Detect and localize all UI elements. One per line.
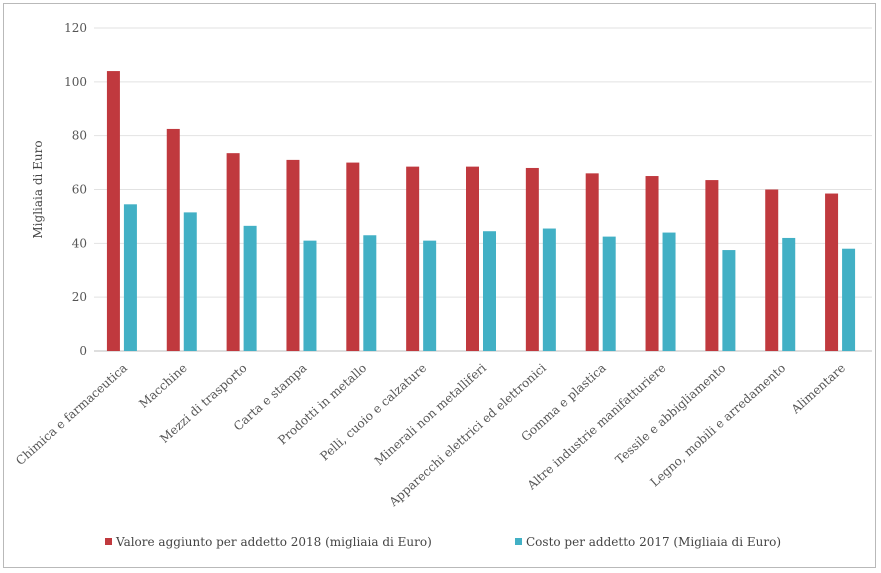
x-category-label: Pelli, cuoio e calzature xyxy=(317,361,429,464)
bar-valore-aggiunto-carta-e-stampa xyxy=(286,159,300,351)
bar-costo-per-addetto-altre-industrie-manifatturiere xyxy=(662,232,676,351)
bar-valore-aggiunto-chimica-e-farmaceutica xyxy=(106,71,120,352)
bar-valore-aggiunto-altre-industrie-manifatturiere xyxy=(645,176,659,351)
x-category-label: Alimentare xyxy=(788,361,848,417)
bar-costo-per-addetto-chimica-e-farmaceutica xyxy=(123,204,137,351)
y-tick-label: 0 xyxy=(79,344,87,358)
bar-valore-aggiunto-mezzi-di-trasporto xyxy=(226,153,240,351)
y-axis-ticks: 0 20 40 60 80 100 120 xyxy=(64,21,87,358)
bar-costo-per-addetto-prodotti-in-metallo xyxy=(363,235,377,351)
bar-valore-aggiunto-gomma-e-plastica xyxy=(585,173,599,351)
bar-costo-per-addetto-alimentare xyxy=(842,248,856,351)
bar-costo-per-addetto-tessile-e-abbigliamento xyxy=(722,250,736,351)
x-category-label: Minerali non metalliferi xyxy=(372,361,489,468)
bars xyxy=(106,71,856,352)
y-tick-label: 80 xyxy=(72,129,87,143)
bar-costo-per-addetto-mezzi-di-trasporto xyxy=(243,225,257,351)
bar-costo-per-addetto-minerali-non-metalliferi xyxy=(483,231,496,351)
bar-valore-aggiunto-pelli-cuoio-e-calzature xyxy=(406,166,420,351)
x-category-label: Macchine xyxy=(136,361,189,411)
bar-valore-aggiunto-apparecchi-elettrici-ed-elettronici xyxy=(525,167,539,351)
y-tick-label: 100 xyxy=(64,75,87,89)
legend-label-valore-aggiunto: Valore aggiunto per addetto 2018 (miglia… xyxy=(115,535,432,549)
bar-costo-per-addetto-legno-mobili-e-arredamento xyxy=(782,237,796,351)
chart-frame: 0 20 40 60 80 100 120 Migliaia di Euro Chimica… xyxy=(3,3,876,568)
x-category-label: Chimica e farmaceutica xyxy=(13,361,130,468)
legend: Valore aggiunto per addetto 2018 (miglia… xyxy=(105,535,781,549)
bar-valore-aggiunto-prodotti-in-metallo xyxy=(346,162,360,351)
bar-costo-per-addetto-pelli-cuoio-e-calzature xyxy=(423,240,437,351)
bar-costo-per-addetto-carta-e-stampa xyxy=(303,240,317,351)
legend-label-costo-per-addetto: Costo per addetto 2017 (Migliaia di Euro… xyxy=(526,535,781,549)
legend-swatch-costo-per-addetto xyxy=(515,538,522,545)
bar-chart: 0 20 40 60 80 100 120 Migliaia di Euro Chimica… xyxy=(13,21,872,549)
bar-costo-per-addetto-apparecchi-elettrici-ed-elettronici xyxy=(542,228,556,351)
x-category-label: Tessile e abbigliamento xyxy=(613,361,729,467)
y-tick-label: 60 xyxy=(72,183,87,197)
bar-valore-aggiunto-tessile-e-abbigliamento xyxy=(705,180,719,351)
y-tick-label: 20 xyxy=(72,290,87,304)
bar-valore-aggiunto-alimentare xyxy=(825,193,839,351)
legend-swatch-valore-aggiunto xyxy=(105,538,112,545)
bar-costo-per-addetto-gomma-e-plastica xyxy=(602,236,616,351)
bar-costo-per-addetto-macchine xyxy=(183,212,197,351)
y-tick-label: 40 xyxy=(72,236,87,250)
bar-valore-aggiunto-macchine xyxy=(166,128,180,351)
bar-valore-aggiunto-legno-mobili-e-arredamento xyxy=(765,189,779,351)
y-tick-label: 120 xyxy=(64,21,87,35)
y-axis-title: Migliaia di Euro xyxy=(31,140,45,238)
bar-valore-aggiunto-minerali-non-metalliferi xyxy=(466,166,479,351)
